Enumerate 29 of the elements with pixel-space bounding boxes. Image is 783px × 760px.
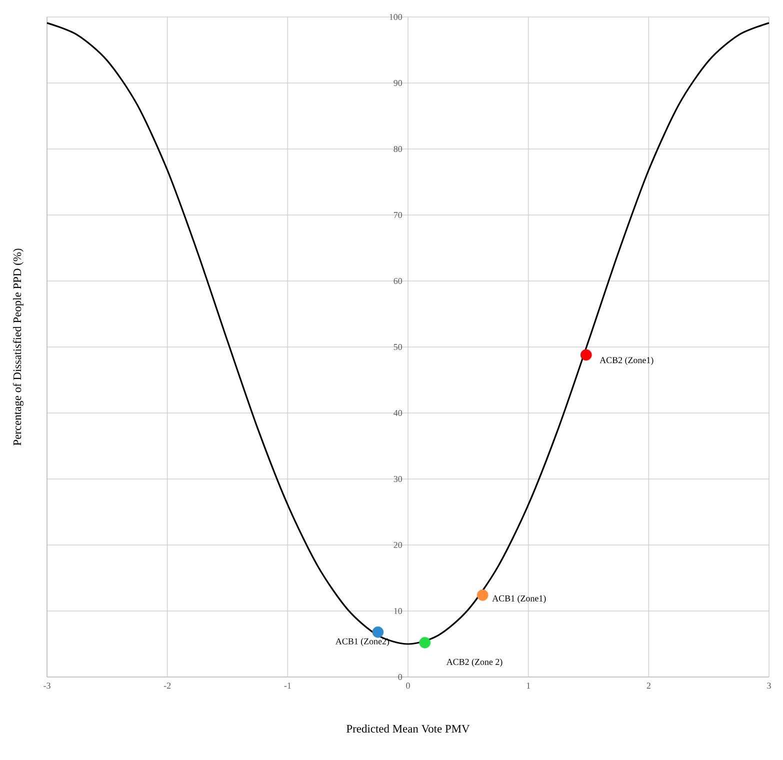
point bbox=[372, 626, 384, 638]
series-label: ACB1 (Zone1) bbox=[492, 595, 546, 604]
x-axis-title: Predicted Mean Vote PMV bbox=[346, 724, 470, 733]
y-tick-label: 50 bbox=[394, 344, 402, 350]
x-tick-label: 1 bbox=[526, 682, 530, 689]
y-tick-label: 90 bbox=[394, 80, 402, 86]
x-tick-label: -1 bbox=[284, 682, 291, 689]
x-tick-label: -3 bbox=[44, 682, 50, 689]
y-tick-label: 10 bbox=[394, 608, 402, 614]
y-axis-title: Percentage of Dissatisfied People PPD (%) bbox=[12, 248, 24, 446]
y-tick-label: 20 bbox=[394, 542, 402, 548]
series-label: ACB2 (Zone1) bbox=[600, 356, 654, 365]
x-tick-label: 2 bbox=[646, 682, 650, 689]
x-tick-label: -2 bbox=[164, 682, 171, 689]
y-tick-label: 40 bbox=[394, 410, 402, 416]
y-tick-label: 30 bbox=[394, 476, 402, 482]
y-tick-label: 0 bbox=[398, 674, 402, 680]
point bbox=[419, 637, 431, 648]
y-tick-label: 70 bbox=[394, 212, 402, 218]
point bbox=[580, 349, 592, 361]
text: ACB2 (Zone 2) bbox=[446, 658, 502, 667]
x-tick-label: 0 bbox=[406, 682, 410, 689]
y-tick-label: 80 bbox=[394, 146, 402, 152]
x-tick-label: 3 bbox=[767, 682, 771, 689]
point bbox=[476, 589, 488, 601]
series-label: ACB1 (Zone2) bbox=[336, 638, 390, 646]
y-tick-label: 100 bbox=[390, 14, 402, 20]
y-tick-label: 60 bbox=[394, 278, 402, 284]
line-series bbox=[46, 22, 770, 645]
